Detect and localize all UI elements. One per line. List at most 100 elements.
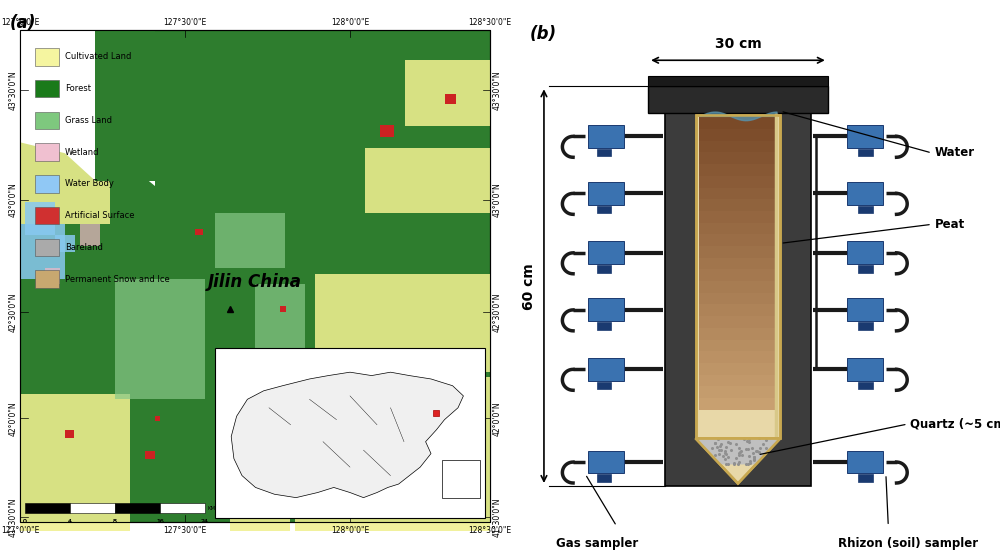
Text: Jilin China: Jilin China	[208, 273, 302, 291]
Bar	[699, 326, 777, 340]
Text: 16: 16	[156, 518, 164, 523]
Bar	[25, 503, 70, 513]
Bar	[699, 163, 777, 176]
Bar	[597, 382, 611, 389]
Bar	[115, 279, 205, 400]
Text: 42°30'0"N: 42°30'0"N	[492, 292, 502, 331]
Bar	[20, 30, 490, 522]
Bar	[699, 221, 777, 234]
Text: 127°30'0"E: 127°30'0"E	[163, 526, 207, 535]
Text: 0: 0	[23, 518, 27, 523]
Bar	[65, 430, 74, 437]
Text: 42°0'0"N: 42°0'0"N	[8, 401, 18, 436]
Bar	[847, 242, 883, 264]
Bar	[45, 268, 60, 285]
Bar	[35, 48, 59, 66]
Bar	[699, 175, 777, 187]
Bar	[847, 182, 883, 205]
Bar	[230, 465, 290, 531]
Text: Permanent Snow and Ice: Permanent Snow and Ice	[65, 275, 170, 283]
Text: 128°30'0"E: 128°30'0"E	[468, 526, 512, 535]
Text: 60 cm: 60 cm	[522, 263, 536, 310]
Text: 16: 16	[156, 518, 164, 523]
Bar	[699, 186, 777, 199]
Bar	[195, 229, 202, 235]
Bar	[699, 303, 777, 316]
Bar	[696, 115, 780, 438]
Bar	[699, 244, 777, 258]
Bar	[699, 268, 777, 281]
Bar	[20, 224, 65, 279]
Bar	[588, 182, 624, 205]
Text: Water Body: Water Body	[65, 179, 114, 189]
Bar	[699, 397, 777, 410]
Text: 43°30'0"N: 43°30'0"N	[8, 70, 18, 110]
Bar	[95, 30, 155, 181]
Bar	[35, 238, 59, 256]
Bar	[145, 451, 155, 459]
Text: Cultivated Land: Cultivated Land	[65, 52, 131, 61]
Polygon shape	[696, 438, 780, 483]
Text: Artificial Surface: Artificial Surface	[65, 211, 134, 220]
Bar	[648, 76, 828, 86]
Bar	[699, 233, 777, 246]
Bar	[847, 299, 883, 321]
Bar	[35, 112, 59, 129]
Text: (a): (a)	[10, 14, 36, 32]
Text: 8: 8	[113, 518, 117, 523]
Bar	[699, 338, 777, 352]
Text: 41°30'0"N: 41°30'0"N	[492, 497, 502, 537]
Bar	[445, 94, 456, 104]
Bar	[405, 60, 490, 126]
Bar	[699, 315, 777, 328]
Text: Grass Land: Grass Land	[65, 116, 112, 125]
Bar	[858, 149, 873, 156]
Bar	[699, 350, 777, 363]
Bar	[155, 416, 160, 421]
Bar	[20, 30, 145, 151]
Bar	[255, 285, 305, 361]
Bar	[847, 358, 883, 381]
Bar	[588, 451, 624, 474]
Bar	[858, 382, 873, 389]
Bar	[858, 206, 873, 213]
Bar	[25, 203, 55, 235]
Text: Water: Water	[934, 147, 974, 160]
Bar	[699, 128, 777, 141]
Bar	[699, 198, 777, 211]
Bar	[215, 348, 485, 518]
Text: 127°0'0"E: 127°0'0"E	[1, 526, 39, 535]
Bar	[699, 280, 777, 293]
Bar	[160, 503, 205, 513]
Bar	[699, 362, 777, 374]
Text: 127°30'0"E: 127°30'0"E	[163, 18, 207, 27]
Bar	[699, 209, 777, 223]
Bar	[847, 451, 883, 474]
Bar	[215, 213, 285, 268]
Bar	[80, 224, 100, 246]
Bar	[35, 175, 59, 193]
Text: Peat: Peat	[934, 218, 965, 231]
Bar	[315, 273, 490, 372]
Bar	[858, 474, 873, 482]
Bar	[280, 306, 286, 312]
Text: 4: 4	[68, 518, 72, 523]
Bar	[35, 143, 59, 161]
Bar	[588, 358, 624, 381]
Text: 30 cm: 30 cm	[715, 37, 761, 51]
Bar	[597, 474, 611, 482]
Bar	[295, 377, 490, 531]
Bar	[215, 400, 221, 405]
Bar	[588, 125, 624, 148]
Bar	[699, 151, 777, 164]
Text: Quartz (~5 cm): Quartz (~5 cm)	[910, 417, 1000, 431]
Bar	[597, 149, 611, 156]
Text: 42°30'0"N: 42°30'0"N	[8, 292, 18, 331]
Bar	[20, 394, 130, 531]
Text: 43°0'0"N: 43°0'0"N	[492, 182, 502, 217]
Bar	[597, 323, 611, 330]
Bar	[588, 299, 624, 321]
Text: 24: 24	[201, 518, 209, 523]
Polygon shape	[696, 438, 780, 464]
Bar	[442, 460, 480, 498]
